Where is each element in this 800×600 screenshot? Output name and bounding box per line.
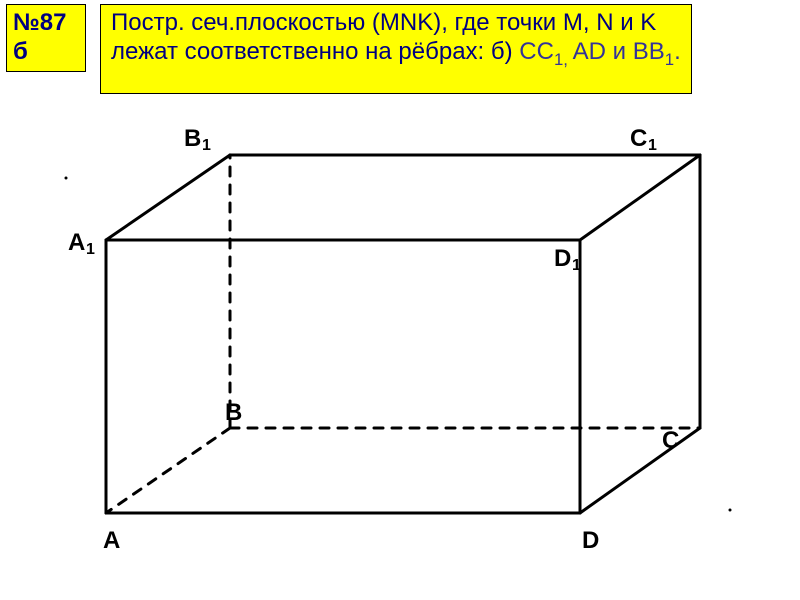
cube-diagram: ADBCA1D1B1C1	[0, 0, 800, 600]
svg-text:1: 1	[648, 137, 657, 154]
svg-text:D: D	[554, 245, 571, 272]
svg-text:1: 1	[572, 257, 581, 274]
svg-text:B: B	[225, 399, 242, 426]
svg-text:C: C	[662, 427, 679, 454]
svg-text:D: D	[582, 527, 599, 554]
svg-text:A: A	[68, 229, 85, 256]
svg-text:1: 1	[86, 241, 95, 258]
svg-text:B: B	[184, 125, 201, 152]
svg-text:A: A	[103, 527, 120, 554]
svg-text:C: C	[630, 125, 647, 152]
svg-text:1: 1	[202, 137, 211, 154]
